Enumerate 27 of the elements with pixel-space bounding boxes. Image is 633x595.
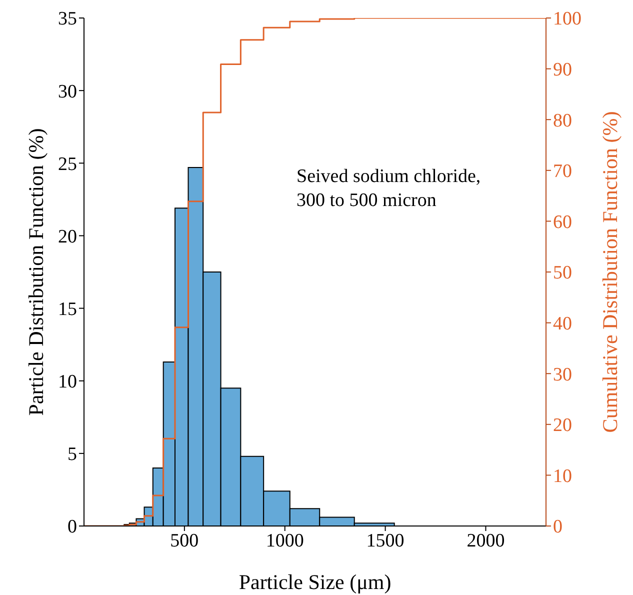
x-tick-label: 1500	[366, 530, 404, 552]
y2-tick-label: 40	[553, 314, 572, 335]
y-tick-label: 5	[68, 444, 77, 466]
y2-tick-label: 50	[553, 262, 572, 284]
y2-tick-label: 10	[553, 466, 572, 487]
x-tick-label: 500	[170, 530, 199, 552]
x-tick-label: 1000	[266, 530, 304, 552]
annotation: Seived sodium chloride, 300 to 500 micron	[296, 165, 481, 214]
y2-tick-label: 100	[553, 8, 582, 30]
y2-tick-label: 0	[553, 516, 562, 538]
y2-axis-title: Cumulative Distribution Function (%)	[598, 111, 622, 433]
y-tick-label: 0	[68, 516, 77, 538]
y-axis-title: Particle Distribution Function (%)	[24, 128, 48, 416]
y2-tick-label: 60	[553, 212, 572, 233]
y-tick-label: 35	[58, 8, 77, 30]
y2-tick-label: 30	[553, 364, 572, 386]
y-tick-label: 20	[58, 226, 77, 248]
x-tick-label: 2000	[466, 530, 505, 552]
y-tick-label: 15	[58, 299, 77, 320]
y2-tick-label: 20	[553, 415, 572, 436]
y-tick-label: 10	[58, 372, 77, 393]
y2-tick-label: 70	[553, 161, 572, 182]
y-tick-label: 25	[58, 154, 77, 175]
y2-tick-label: 90	[553, 60, 572, 81]
y2-tick-label: 80	[553, 110, 572, 132]
y-tick-label: 30	[58, 81, 77, 102]
x-axis-title: Particle Size (μm)	[238, 570, 392, 594]
